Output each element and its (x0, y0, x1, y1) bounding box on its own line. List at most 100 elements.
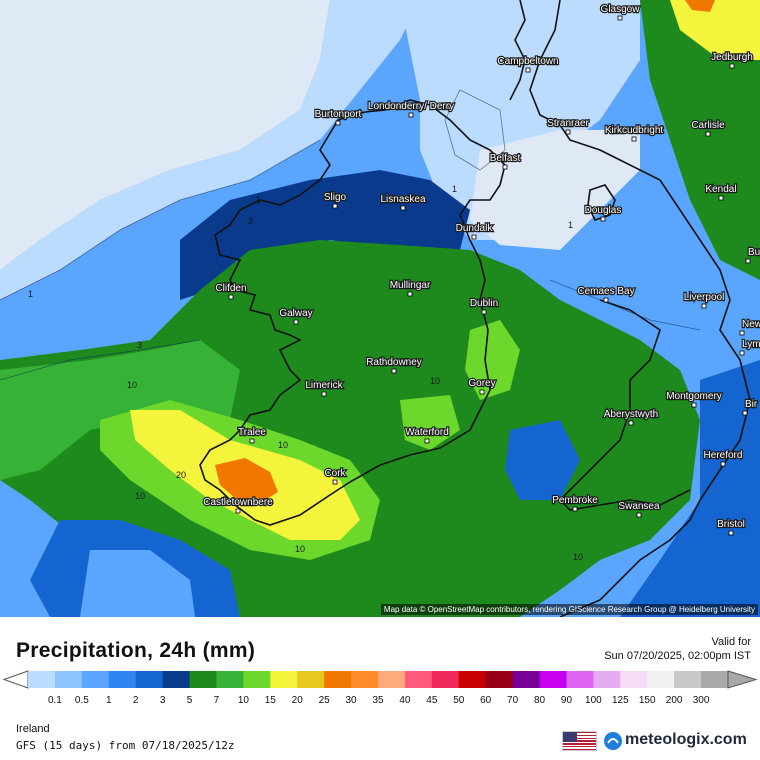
city-label: Cemaes Bay (577, 286, 634, 297)
legend-tick-label: 125 (612, 695, 629, 706)
contour-label: 1 (568, 220, 573, 230)
city-dot (720, 461, 726, 467)
legend-tick-label: 7 (214, 695, 220, 706)
legend-tick-label: 200 (666, 695, 683, 706)
legend-swatch (135, 671, 164, 688)
legend-swatch (539, 671, 567, 688)
city-marker: Jedburgh (710, 51, 754, 69)
city-marker: Clifden (214, 282, 248, 300)
legend-tick-label: 70 (507, 695, 519, 706)
city-dot (729, 63, 735, 69)
city-marker: Bir (742, 398, 759, 416)
contour-label: 10 (295, 544, 305, 554)
city-label: Lisnaskea (380, 194, 425, 205)
legend-scale: 0.1 0.5 1 2 3 5 7 10 15 20 25 30 35 40 45 50 60 70 80 90 100… (2, 670, 758, 706)
legend-swatch (404, 671, 433, 688)
contour-label: 20 (176, 470, 186, 480)
legend-tick-label: 90 (561, 695, 573, 706)
color-legend: 0.1 0.5 1 2 3 5 7 10 15 20 25 30 35 40 45 50 60 70 80 90 100… (0, 668, 760, 708)
legend-over-arrow (727, 670, 758, 689)
city-label: Sligo (324, 192, 347, 203)
city-label: Carlisle (691, 120, 725, 131)
page-title: Precipitation, 24h (mm) (16, 639, 256, 662)
city-marker: Kirkcudbright (604, 124, 665, 142)
city-marker: Waterford (404, 426, 450, 444)
legend-tick-label: 45 (426, 695, 438, 706)
legend-tick-label: 0.1 (48, 695, 62, 706)
city-marker: Hereford (702, 449, 744, 467)
legend-swatch (485, 671, 514, 688)
brand-name[interactable]: meteologix.com (625, 731, 747, 748)
city-dot (739, 350, 745, 356)
precip-low-north-core (470, 130, 640, 250)
city-dot (479, 389, 485, 395)
contour-label: 3 (248, 216, 253, 226)
legend-swatch (593, 671, 621, 688)
city-dot (705, 131, 711, 137)
legend-tick-label: 150 (639, 695, 656, 706)
city-marker: Glasgow (599, 3, 641, 21)
meteologix-logo-icon (604, 732, 622, 750)
city-label: Lym (742, 339, 760, 350)
city-label: Kirkcudbright (605, 125, 664, 136)
city-marker: Dundalk (454, 222, 495, 240)
city-dot (739, 330, 745, 336)
city-dot (636, 512, 642, 518)
city-marker: Castletownbere (202, 496, 274, 514)
city-marker: Bristol (716, 518, 746, 536)
city-dot (391, 368, 397, 374)
contour-label: 10 (278, 440, 288, 450)
legend-tick-label: 80 (534, 695, 546, 706)
city-label: Gorey (468, 378, 495, 389)
city-dot (335, 120, 341, 126)
city-dot (572, 506, 578, 512)
legend-swatch (512, 671, 541, 688)
city-label: Bir (745, 399, 758, 410)
legend-swatch (458, 671, 487, 688)
city-marker: Lym (739, 338, 760, 356)
city-layer: Glasgow Jedburgh Campbeltown Burtonport Lond… (202, 3, 760, 536)
city-dot (600, 216, 606, 222)
precip-bright-green (0, 340, 240, 480)
contour-label: 10 (127, 380, 137, 390)
city-label: Aberystwyth (604, 409, 658, 420)
city-dot (628, 420, 634, 426)
city-dot (332, 479, 338, 485)
city-marker: Mullingar (389, 279, 432, 297)
city-label: Belfast (490, 153, 521, 164)
precip-green-ne (640, 0, 760, 280)
city-marker: Pembroke (551, 494, 599, 512)
legend-swatch (243, 671, 271, 688)
city-label: Dublin (470, 298, 498, 309)
city-label: Glasgow (601, 4, 641, 15)
city-dot (228, 294, 234, 300)
legend-swatch (162, 671, 191, 688)
precipitation-map[interactable]: 1 1 1 3 1 3 10 10 10 20 10 10 10 Glasgow… (0, 0, 760, 617)
city-label: Kendal (705, 184, 736, 195)
city-dot (742, 410, 748, 416)
city-marker: Gorey (467, 377, 497, 395)
precip-green-waterford (400, 395, 460, 450)
precip-blue-south-light (80, 550, 195, 617)
city-label: Burtonport (315, 109, 362, 120)
city-marker: Rathdowney (365, 356, 423, 374)
city-label: Mullingar (390, 280, 431, 291)
city-label: Hereford (704, 450, 743, 461)
legend-under-arrow (2, 670, 29, 689)
legend-tick-label: 0.5 (75, 695, 89, 706)
legend-tick-label: 50 (453, 695, 465, 706)
city-dot (332, 203, 338, 209)
precip-low-nw (0, 0, 330, 270)
precip-yellow-ne (670, 0, 760, 60)
city-marker: Burtonport (313, 108, 363, 126)
city-label: Douglas (585, 205, 622, 216)
us-flag-icon[interactable] (562, 731, 597, 751)
contour-label: 1 (256, 195, 261, 205)
legend-swatch (28, 671, 56, 688)
legend-tick-label: 60 (480, 695, 492, 706)
precip-dark-blue (180, 170, 470, 300)
city-dot (631, 136, 637, 142)
city-label: Clifden (215, 283, 246, 294)
city-marker: Douglas (583, 204, 623, 222)
legend-swatch (647, 671, 675, 688)
